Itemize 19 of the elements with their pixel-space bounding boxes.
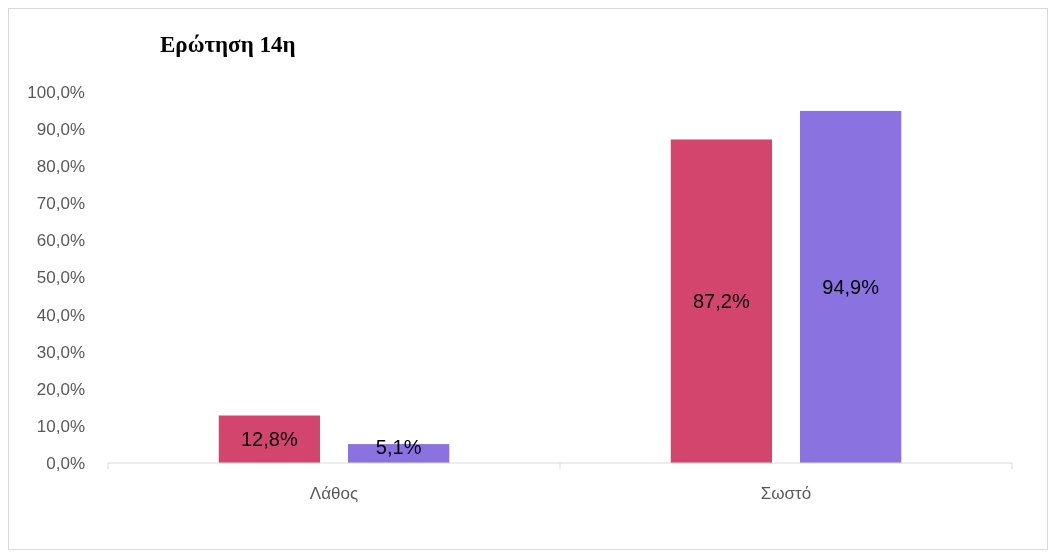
- x-tick-label: Σωστό: [760, 484, 812, 503]
- y-tick-label: 90,0%: [36, 120, 85, 140]
- y-tick-label: 0,0%: [46, 453, 85, 473]
- y-tick-label: 40,0%: [36, 305, 85, 325]
- y-tick-label: 80,0%: [36, 157, 85, 177]
- x-tick-label: Λάθος: [309, 484, 359, 503]
- y-tick-label: 70,0%: [36, 194, 85, 214]
- bar: [670, 139, 772, 463]
- bar: [800, 110, 902, 463]
- data-label: 87,2%: [693, 290, 750, 313]
- data-label: 12,8%: [241, 428, 298, 451]
- data-label: 94,9%: [822, 275, 880, 298]
- y-tick-label: 30,0%: [36, 342, 85, 362]
- y-tick-label: 100,0%: [27, 82, 85, 102]
- y-tick-label: 20,0%: [36, 379, 85, 399]
- y-tick-label: 50,0%: [36, 268, 85, 288]
- y-tick-label: 10,0%: [36, 416, 85, 436]
- y-tick-label: 60,0%: [36, 231, 85, 251]
- chart-title: Ερώτηση 14η: [160, 32, 296, 57]
